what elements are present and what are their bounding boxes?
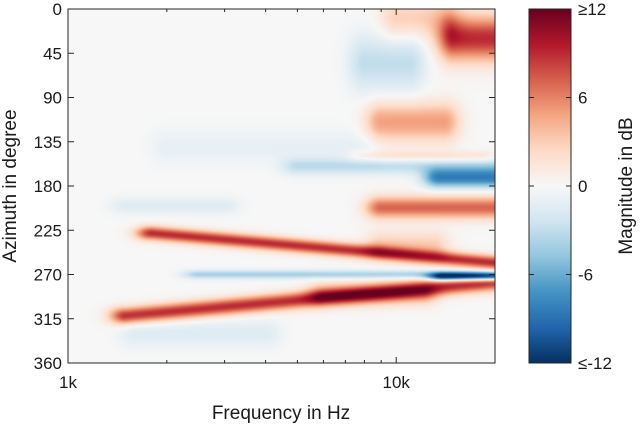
- y-tick-label: 135: [34, 133, 62, 152]
- colorbar-tick-label: -6: [578, 266, 593, 285]
- heatmap-image: [68, 9, 495, 363]
- x-tick-label: 1k: [59, 373, 77, 392]
- colorbar-ticks: ≥12 6 0 -6 ≤-12: [529, 0, 612, 373]
- colorbar-tick-label: 6: [578, 89, 587, 108]
- y-tick-label: 90: [43, 89, 62, 108]
- x-axis-title: Frequency in Hz: [212, 403, 350, 424]
- y-ticks: 0 45 90 135 180 225 270 315 360: [34, 0, 495, 373]
- colorbar-tick-label: ≤-12: [578, 354, 612, 373]
- y-tick-label: 45: [43, 44, 62, 63]
- x-ticks: 1k 10k: [59, 9, 410, 392]
- y-tick-label: 0: [53, 0, 62, 19]
- colorbar: [528, 8, 572, 364]
- y-tick-label: 270: [34, 266, 62, 285]
- y-tick-label: 315: [34, 310, 62, 329]
- colorbar-title: Magnitude in dB: [616, 117, 637, 254]
- colorbar-tick-label: 0: [578, 177, 587, 196]
- y-tick-label: 360: [34, 354, 62, 373]
- colorbar-tick-label: ≥12: [578, 0, 606, 19]
- x-tick-label: 10k: [382, 373, 410, 392]
- y-tick-label: 225: [34, 221, 62, 240]
- y-axis-title: Azimuth in degree: [0, 109, 21, 262]
- y-tick-label: 180: [34, 177, 62, 196]
